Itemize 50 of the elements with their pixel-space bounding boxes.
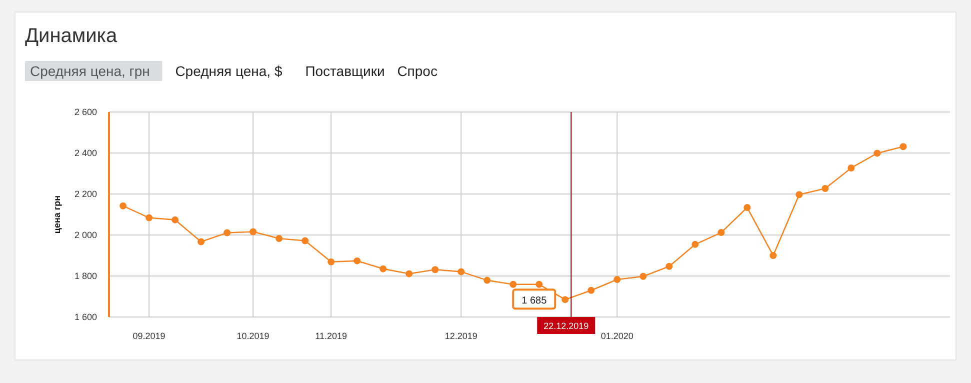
x-tick-label: 09.2019 (132, 331, 166, 341)
data-label: 1 685 (522, 296, 548, 307)
point (822, 184, 829, 192)
chart-title: Динамика (25, 25, 118, 47)
text: Поставщики (305, 63, 385, 79)
y-tick-label: 1 600 (74, 312, 97, 322)
point (666, 262, 673, 270)
point (692, 240, 699, 248)
point (770, 252, 777, 259)
point (146, 214, 153, 222)
point (224, 229, 231, 236)
point (588, 286, 595, 294)
x-tick-label: 11.2019 (315, 331, 348, 341)
point (120, 202, 127, 210)
point (796, 191, 803, 198)
point (874, 150, 881, 157)
point (276, 234, 283, 242)
text: 22.12.2019 (544, 321, 589, 331)
y-axis-title: цена грн (52, 195, 62, 234)
point (250, 228, 257, 236)
point (172, 216, 179, 224)
text: Спрос (397, 63, 438, 79)
y-tick-label: 2 600 (74, 107, 97, 117)
y-tick-label: 2 000 (74, 230, 97, 240)
point (484, 276, 491, 284)
point (744, 204, 751, 212)
y-tick-label: 1 800 (74, 271, 97, 281)
point (718, 229, 725, 236)
point (536, 280, 543, 288)
point (562, 296, 569, 304)
text: Средняя цена, $ (175, 63, 282, 79)
point (406, 270, 413, 278)
point (432, 266, 439, 274)
x-tick-label: 10.2019 (236, 331, 270, 341)
point (458, 268, 465, 276)
point (614, 276, 621, 283)
point (328, 258, 335, 266)
y-tick-label: 2 400 (74, 148, 97, 158)
point (640, 272, 647, 280)
point (380, 265, 387, 272)
x-tick-label: 01.2020 (600, 331, 634, 341)
point (510, 280, 517, 288)
text: Средняя цена, грн (30, 63, 150, 79)
x-tick-label: 12.2019 (444, 331, 478, 341)
point (848, 164, 855, 172)
point (302, 237, 309, 244)
y-tick-label: 2 200 (74, 189, 97, 199)
point (900, 143, 907, 150)
point (198, 238, 205, 246)
point (354, 257, 361, 264)
